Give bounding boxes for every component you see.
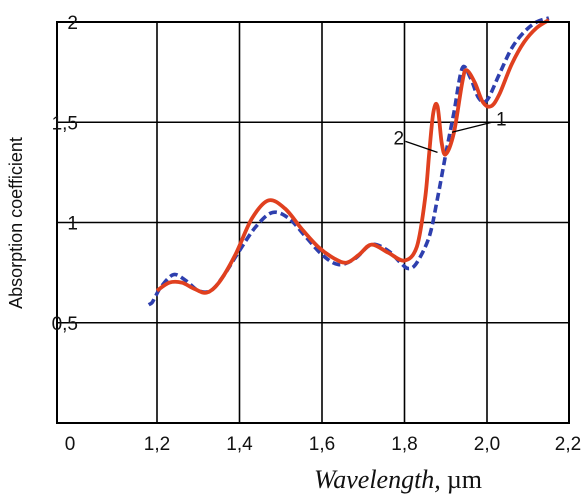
annotation-leader-1 [451,121,493,133]
x-tick-labels: 0 1,2 1,4 1,6 1,8 2,0 2,2 [65,434,582,455]
annotation-label-1: 1 [496,109,507,130]
y-tick-labels: 0,5 1 1,5 2 [52,13,78,335]
x-tick-label: 1,2 [144,434,170,455]
x-axis-label: Wavelength, µm [314,465,482,494]
x-tick-label: 1,8 [391,434,417,455]
x-tick-label: 0 [65,434,76,455]
y-axis-label: Absorption coefficient [6,137,26,309]
y-tick-label: 1 [67,214,78,235]
x-tick-label: 2,0 [474,434,500,455]
y-tick-label: 0,5 [52,314,78,335]
x-tick-label: 2,2 [555,434,581,455]
series-line-2 [155,18,550,295]
y-tick-label: 1,5 [52,113,78,134]
plot-frame [56,21,570,424]
x-tick-label: 1,6 [309,434,335,455]
x-axis-label-unit: µm [447,465,482,494]
y-tick-label: 2 [67,13,78,34]
x-axis-label-italic: Wavelength, [314,465,441,494]
annotation-label-2: 2 [394,128,405,149]
annotations: 12 [394,109,507,153]
annotation-leader-2 [405,140,438,153]
x-tick-label: 1,4 [226,434,253,455]
series-lines [147,16,550,307]
grid [57,22,569,423]
